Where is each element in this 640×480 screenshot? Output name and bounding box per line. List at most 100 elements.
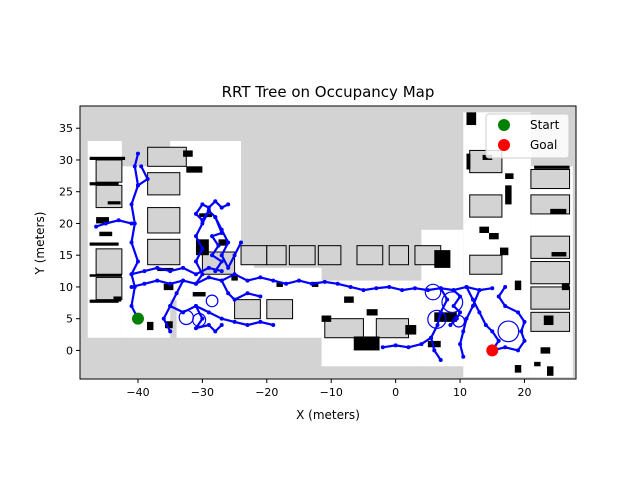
rrt-tree-node: [271, 323, 276, 328]
rrt-tree-node: [393, 343, 398, 348]
rrt-tree-node: [458, 342, 463, 347]
obstacle-cell: [89, 242, 119, 246]
rrt-tree-node: [232, 297, 237, 302]
plot-frame: [79, 105, 577, 380]
rrt-tree-node: [200, 221, 205, 226]
rrt-tree-node: [142, 269, 147, 274]
obstacle-cell: [192, 292, 206, 297]
rrt-tree-node: [94, 224, 99, 229]
obstacle-cell: [534, 361, 541, 367]
rrt-tree-node: [219, 253, 224, 258]
rrt-tree-node: [168, 269, 173, 274]
x-tick-label: −10: [320, 386, 343, 399]
rrt-tree-node: [219, 323, 224, 328]
obstacle-cell: [231, 274, 238, 281]
rrt-tree-node: [451, 303, 456, 308]
rrt-tree-node: [284, 281, 289, 286]
rrt-tree-node: [477, 310, 482, 315]
rrt-tree-node: [168, 281, 173, 286]
rrt-tree-node: [193, 234, 198, 239]
rrt-tree-node: [200, 218, 205, 223]
obstacle-cell: [89, 274, 122, 277]
obstacle-cell: [165, 321, 173, 329]
rrt-tree-node: [219, 269, 224, 274]
y-axis-label: Y (meters): [33, 212, 47, 276]
obstacle-cell: [321, 315, 332, 322]
rrt-tree-node: [193, 303, 198, 308]
rrt-tree-node: [464, 284, 469, 289]
rrt-tree-node: [129, 284, 134, 289]
rrt-tree-node: [129, 303, 134, 308]
rrt-tree-node: [232, 272, 237, 277]
rrt-tree-node: [219, 205, 224, 210]
obstacle-cell: [113, 296, 122, 302]
start-marker: [131, 312, 144, 325]
rrt-tree-loop: [497, 320, 520, 343]
obstacle-cell: [505, 185, 512, 205]
rrt-tree-node: [213, 199, 218, 204]
obstacle-cell: [499, 247, 509, 256]
unknown-room-block: [240, 245, 268, 266]
rrt-tree-node: [129, 272, 134, 277]
rrt-tree-node: [200, 316, 205, 321]
rrt-tree-node: [503, 303, 508, 308]
obstacle-cell: [353, 336, 380, 351]
rrt-tree-node: [193, 326, 198, 331]
rrt-tree-node: [258, 294, 263, 299]
rrt-tree-node: [348, 284, 353, 289]
rrt-tree-node: [425, 288, 430, 293]
rrt-tree-node: [219, 259, 224, 264]
x-tick-label: −30: [191, 386, 214, 399]
rrt-tree-node: [219, 316, 224, 321]
rrt-tree-node: [129, 221, 134, 226]
rrt-tree-node: [200, 272, 205, 277]
rrt-tree-node: [135, 183, 140, 188]
rrt-tree-node: [335, 281, 340, 286]
rrt-tree-node: [461, 329, 466, 334]
rrt-tree-node: [193, 211, 198, 216]
obstacle-cell: [183, 150, 193, 157]
unknown-room-block: [147, 146, 187, 167]
unknown-room-block: [266, 299, 294, 320]
rrt-tree-node: [142, 281, 147, 286]
x-axis-label: X (meters): [296, 408, 360, 422]
rrt-tree-node: [213, 329, 218, 334]
rrt-tree-node: [181, 278, 186, 283]
rrt-tree-node: [419, 342, 424, 347]
rrt-tree-node: [406, 345, 411, 350]
rrt-tree-node: [174, 291, 179, 296]
rrt-tree-node: [445, 297, 450, 302]
rrt-tree-node: [161, 316, 166, 321]
rrt-tree-node: [168, 303, 173, 308]
rrt-tree-node: [206, 205, 211, 210]
rrt-tree-node: [258, 275, 263, 280]
rrt-tree-node: [435, 323, 440, 328]
unknown-room-block: [530, 286, 571, 310]
rrt-tree-node: [145, 177, 150, 182]
obstacle-cell: [434, 250, 451, 268]
rrt-tree-node: [193, 259, 198, 264]
rrt-tree-node: [490, 286, 495, 291]
unknown-room-block: [469, 254, 503, 275]
rrt-tree-node: [213, 215, 218, 220]
rrt-tree-node: [322, 279, 327, 284]
x-axis-ticks: −40 −30 −20 −10 0 10 20: [126, 379, 531, 399]
rrt-tree-node: [309, 281, 314, 286]
rrt-tree-loop: [205, 294, 219, 308]
y-tick-label: 15: [59, 249, 73, 262]
rrt-tree-node: [193, 272, 198, 277]
rrt-tree-node: [193, 281, 198, 286]
rrt-tree-node: [483, 323, 488, 328]
x-tick-label: −20: [255, 386, 278, 399]
rrt-tree-node: [219, 230, 224, 235]
goal-marker: [486, 344, 499, 357]
rrt-tree-node: [200, 246, 205, 251]
rrt-tree-node: [181, 265, 186, 270]
obstacle-cell: [107, 201, 121, 205]
unknown-room-block: [469, 194, 503, 218]
rrt-tree-node: [132, 221, 137, 226]
rrt-tree-layer: [94, 151, 527, 362]
chart-title: RRT Tree on Occupancy Map: [222, 83, 435, 101]
obstacle-cell: [218, 239, 229, 246]
